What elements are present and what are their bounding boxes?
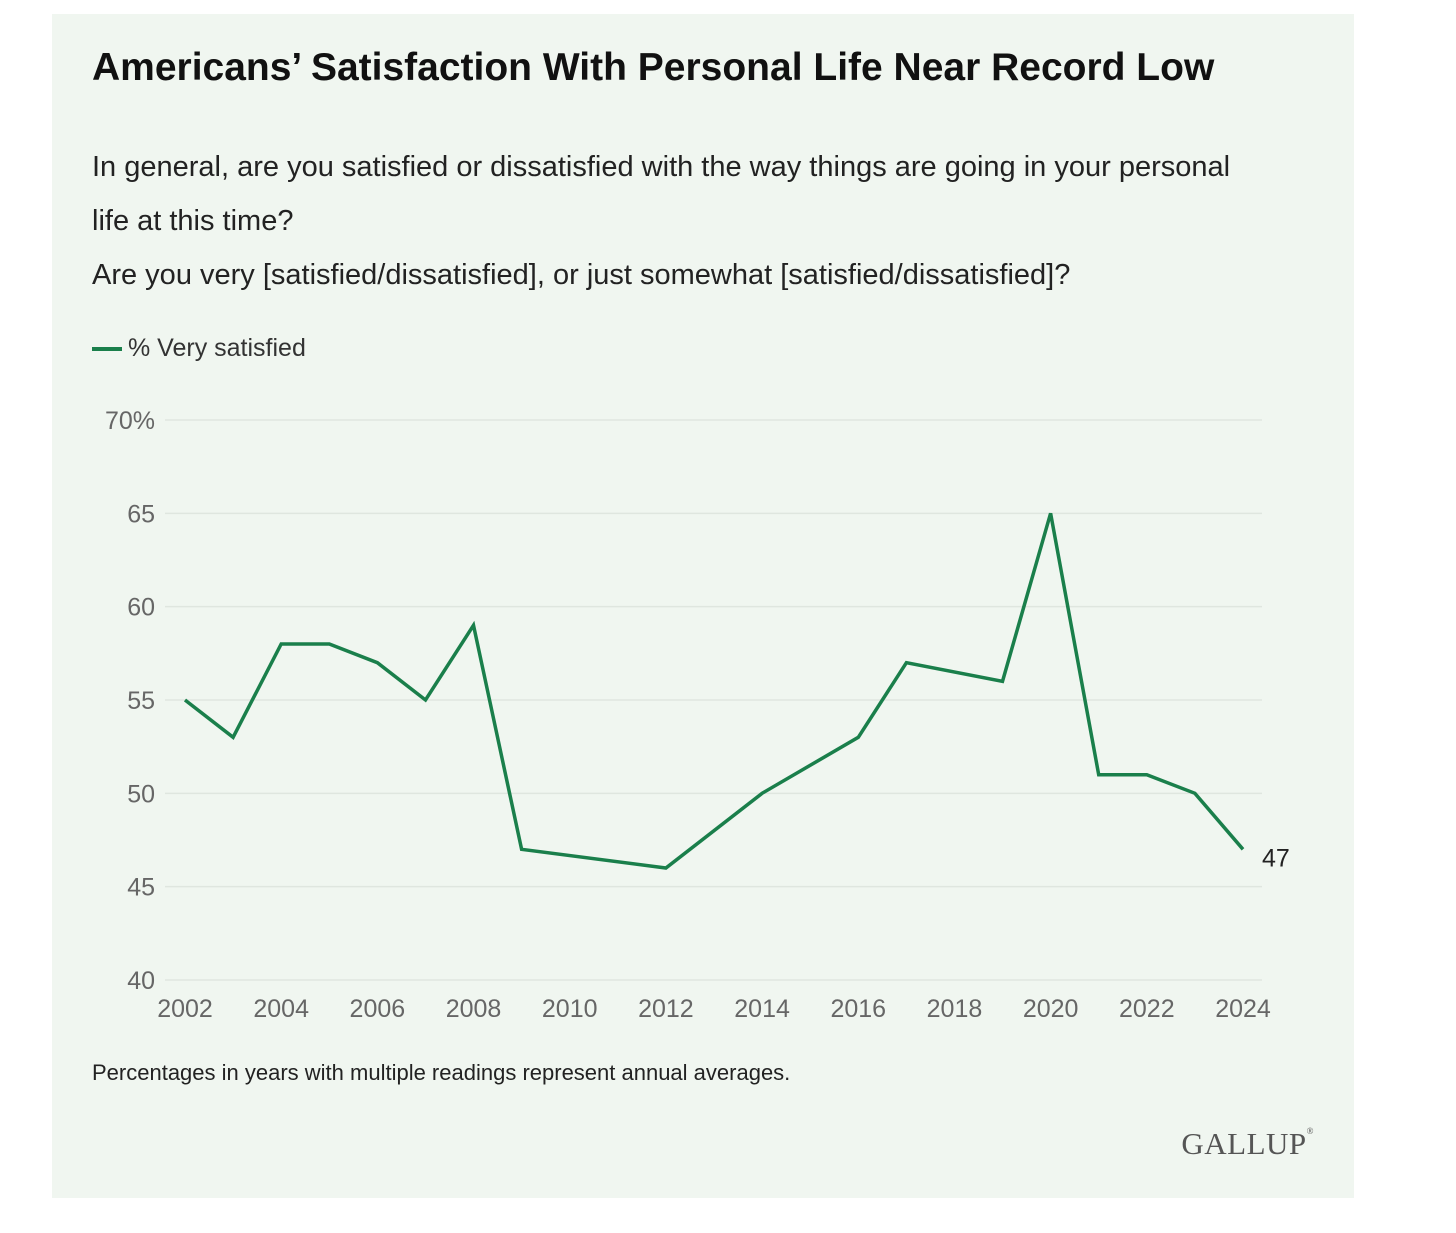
x-tick-label: 2018: [927, 995, 983, 1023]
x-tick-label: 2010: [542, 995, 598, 1023]
y-tick-label: 40: [127, 967, 155, 995]
data-point: [1001, 679, 1005, 683]
data-point: [327, 642, 331, 646]
y-tick-label: 45: [127, 874, 155, 902]
x-tick-label: 2020: [1023, 995, 1079, 1023]
y-tick-label: 50: [127, 780, 155, 808]
survey-question: In general, are you satisfied or dissati…: [92, 140, 1272, 302]
data-point: [375, 661, 379, 665]
x-tick-label: 2012: [638, 995, 694, 1023]
legend-label: % Very satisfied: [128, 334, 306, 362]
question-line-1: In general, are you satisfied or dissati…: [92, 151, 1231, 237]
x-tick-label: 2016: [830, 995, 886, 1023]
x-tick-label: 2006: [350, 995, 406, 1023]
gallup-logo: GALLUP®: [1181, 1126, 1314, 1162]
x-tick-label: 2004: [253, 995, 309, 1023]
y-tick-label: 70%: [105, 407, 155, 435]
gallup-logo-text: GALLUP: [1181, 1126, 1307, 1161]
y-tick-label: 65: [127, 500, 155, 528]
data-point: [1145, 773, 1149, 777]
y-tick-label: 60: [127, 594, 155, 622]
data-point: [472, 623, 476, 627]
series-line: [183, 512, 1245, 870]
x-tick-label: 2014: [734, 995, 790, 1023]
legend: % Very satisfied: [92, 334, 306, 363]
chart-title: Americans’ Satisfaction With Personal Li…: [92, 46, 1215, 89]
data-point: [231, 735, 235, 739]
data-point: [1241, 847, 1245, 851]
data-point: [423, 698, 427, 702]
data-point: [1193, 791, 1197, 795]
x-tick-label: 2024: [1215, 995, 1271, 1023]
data-point: [279, 642, 283, 646]
x-tick-label: 2022: [1119, 995, 1175, 1023]
data-point: [1049, 511, 1053, 515]
data-point: [664, 866, 668, 870]
end-value-label: 47: [1262, 844, 1290, 872]
question-line-2: Are you very [satisfied/dissatisfied], o…: [92, 259, 1071, 291]
data-point: [904, 661, 908, 665]
legend-swatch: [92, 346, 122, 351]
y-tick-label: 55: [127, 687, 155, 715]
data-point: [856, 735, 860, 739]
data-point: [760, 791, 764, 795]
gallup-logo-mark: ®: [1306, 1126, 1314, 1136]
data-point: [183, 698, 187, 702]
footnote: Percentages in years with multiple readi…: [92, 1060, 791, 1085]
x-tick-label: 2008: [446, 995, 502, 1023]
x-tick-label: 2002: [157, 995, 213, 1023]
data-point: [1097, 773, 1101, 777]
data-point: [520, 847, 524, 851]
